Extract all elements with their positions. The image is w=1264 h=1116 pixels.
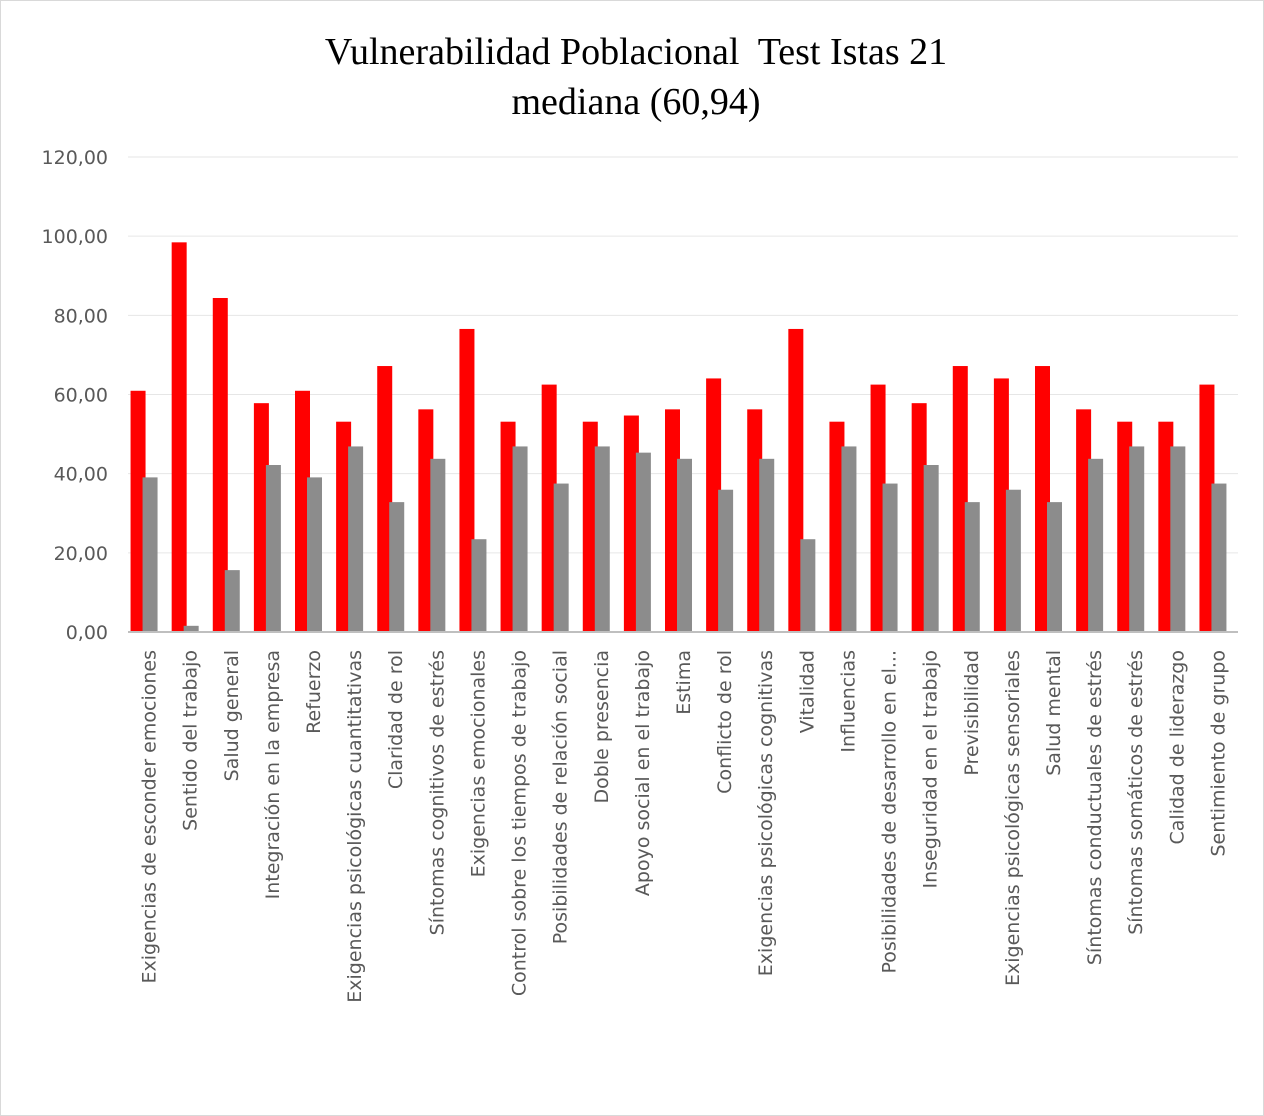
- y-tick-label: 20,00: [54, 543, 108, 565]
- x-tick-label: Control sobre los tiempos de trabajo: [509, 650, 531, 996]
- x-tick-label: Posibilidades de relación social: [550, 650, 572, 944]
- x-tick-label: Posibilidades de desarrollo en el...: [879, 650, 901, 974]
- bar: [512, 446, 528, 632]
- bar: [882, 483, 898, 632]
- x-tick-label: Integración en la empresa: [262, 650, 284, 899]
- bar: [841, 446, 857, 632]
- bar: [677, 458, 692, 632]
- x-tick-label: Salud mental: [1043, 650, 1065, 776]
- bar: [307, 477, 322, 632]
- chart-title: Vulnerabilidad Poblacional Test Istas 21: [325, 31, 947, 73]
- bar: [295, 390, 310, 632]
- bar: [623, 415, 639, 632]
- bar: [964, 502, 980, 632]
- bar: [759, 458, 775, 632]
- bar: [635, 452, 651, 632]
- bar: [553, 483, 569, 632]
- bar: [471, 539, 487, 632]
- bar: [1211, 483, 1227, 632]
- bar: [130, 390, 146, 632]
- bar: [183, 625, 199, 632]
- x-tick-label: Exigencias emocionales: [467, 650, 489, 877]
- bar: [1047, 502, 1062, 632]
- x-tick-label: Sentimiento de grupo: [1207, 650, 1229, 857]
- bar: [747, 409, 763, 632]
- x-tick-label: Refuerzo: [303, 650, 325, 734]
- bar: [1005, 489, 1021, 632]
- y-tick-label: 40,00: [54, 464, 108, 486]
- bar: [224, 570, 240, 632]
- bar: [430, 458, 446, 632]
- bar: [1170, 446, 1186, 632]
- bar: [1035, 366, 1050, 632]
- x-tick-label: Calidad de liderazgo: [1166, 650, 1188, 844]
- x-tick-label: Influencias: [837, 650, 859, 753]
- x-tick-label: Exigencias de esconder emociones: [139, 650, 161, 984]
- bar: [1088, 458, 1104, 632]
- bar: [993, 378, 1009, 632]
- bar: [171, 242, 187, 632]
- bar: [706, 378, 722, 632]
- bar: [389, 502, 405, 632]
- bar: [1199, 384, 1215, 632]
- bar: [541, 384, 557, 632]
- x-tick-label: Vitalidad: [796, 650, 818, 733]
- bar: [418, 409, 434, 632]
- x-tick-label: Salud general: [221, 650, 243, 781]
- x-tick-label: Previsibilidad: [961, 650, 983, 776]
- x-tick-label: Sentido del trabajo: [180, 650, 202, 831]
- y-tick-label: 120,00: [42, 147, 108, 169]
- bar: [336, 421, 352, 632]
- bar: [952, 366, 968, 632]
- x-tick-label: Conflicto de rol: [714, 650, 736, 794]
- bar: [253, 403, 269, 632]
- y-tick-label: 60,00: [54, 385, 108, 407]
- bar: [788, 328, 804, 632]
- x-tick-label: Claridad de rol: [385, 650, 407, 789]
- bar: [459, 328, 475, 632]
- x-tick-label: Síntomas somáticos de estrés: [1125, 650, 1147, 935]
- bar: [911, 403, 927, 632]
- bar: [1158, 421, 1174, 632]
- x-tick-label: Inseguridad en el trabajo: [920, 650, 942, 889]
- bar: [265, 464, 281, 632]
- x-tick-label: Síntomas cognitivos de estrés: [426, 650, 448, 935]
- bar: [212, 297, 228, 632]
- x-tick-label: Apoyo social en el trabajo: [632, 650, 654, 896]
- bar: [500, 421, 516, 632]
- bar: [665, 409, 680, 632]
- chart-subtitle: mediana (60,94): [511, 81, 760, 123]
- bar: [800, 539, 816, 632]
- bar: [582, 421, 598, 632]
- bar: [718, 489, 734, 632]
- y-tick-label: 0,00: [66, 622, 108, 644]
- bar: [1117, 421, 1133, 632]
- bar: [923, 464, 939, 632]
- y-tick-label: 100,00: [42, 226, 108, 248]
- x-tick-label: Exigencias psicológicas cuantitativas: [344, 650, 366, 1003]
- bar: [870, 384, 886, 632]
- x-tick-label: Doble presencia: [591, 650, 613, 803]
- bar: [829, 421, 845, 632]
- bar: [594, 446, 610, 632]
- bar: [1129, 446, 1145, 632]
- y-tick-label: 80,00: [54, 305, 108, 327]
- bar: [142, 477, 158, 632]
- x-tick-label: Estima: [673, 650, 695, 715]
- x-tick-label: Síntomas conductuales de estrés: [1084, 650, 1106, 965]
- x-tick-label: Exigencias psicológicas cognitivas: [755, 650, 777, 976]
- bar: [1076, 409, 1092, 632]
- bar: [348, 446, 364, 632]
- bar: [377, 366, 393, 632]
- x-tick-label: Exigencias psicológicas sensoriales: [1002, 650, 1024, 986]
